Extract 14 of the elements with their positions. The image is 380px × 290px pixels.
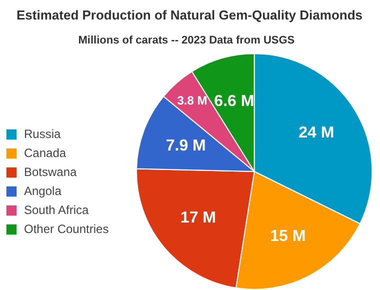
data-label: 17 M (180, 210, 216, 227)
legend-label: Canada (24, 146, 66, 160)
chart-title: Estimated Production of Natural Gem-Quality Diamonds (16, 8, 363, 22)
legend-label: South Africa (24, 203, 89, 217)
legend-label: Angola (24, 184, 62, 198)
data-label: 7.9 M (166, 137, 206, 154)
legend-label: Russia (24, 127, 61, 141)
data-label: 15 M (270, 228, 306, 245)
data-label: 3.8 M (177, 94, 208, 108)
data-label: 6.6 M (214, 92, 254, 110)
legend-label: Other Countries (24, 222, 109, 236)
data-label: 24 M (298, 124, 334, 142)
chart-subtitle: Millions of carats -- 2023 Data from USGS (78, 34, 295, 46)
legend-label: Botswana (24, 165, 77, 179)
